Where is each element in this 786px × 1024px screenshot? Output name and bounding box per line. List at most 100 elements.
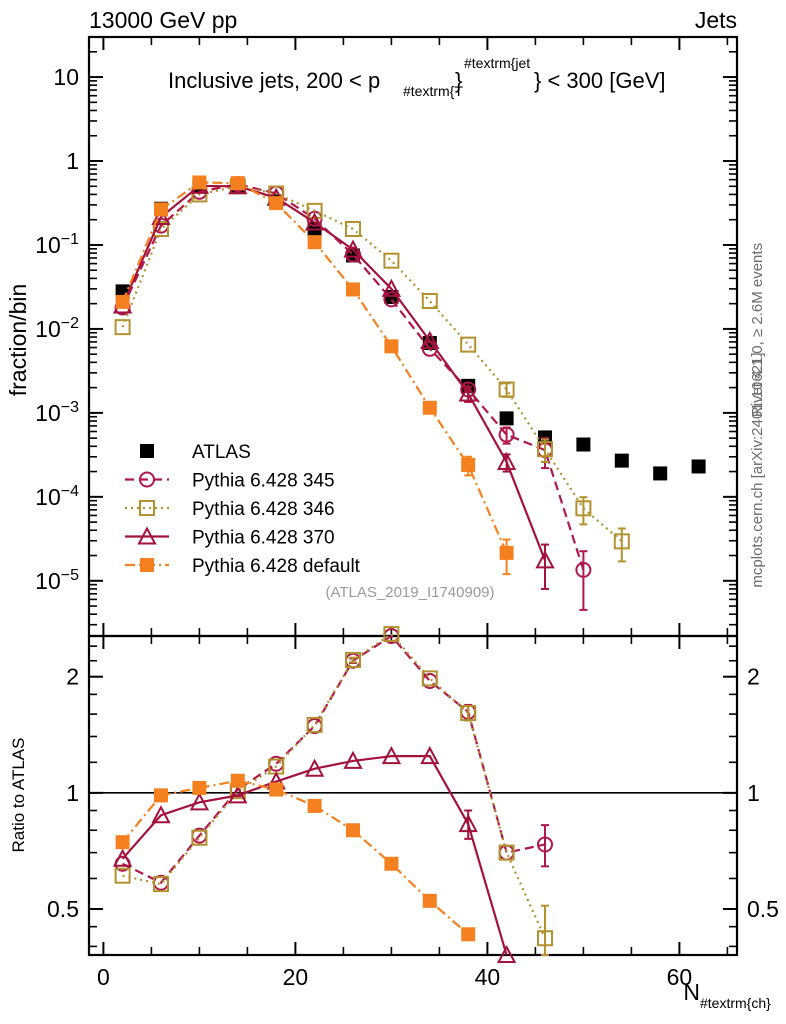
ratio-y-tick-label: 2 xyxy=(66,664,79,690)
y-tick-label: 10−5 xyxy=(35,567,79,594)
series-pythia-6-428-370 xyxy=(112,746,517,963)
legend-item-2: Pythia 6.428 346 xyxy=(125,499,335,520)
x-tick-label: 60 xyxy=(667,964,693,990)
ratio-y-tick-label: 0.5 xyxy=(47,896,79,922)
mcplots-source-label: mcplots.cern.ch [arXiv:2401.10621] xyxy=(749,352,766,587)
marker-square-filled xyxy=(192,175,207,190)
marker-square-filled xyxy=(614,453,629,468)
marker-circle-open xyxy=(498,426,515,443)
marker-square-filled xyxy=(346,823,360,838)
marker-square-filled xyxy=(154,788,168,803)
marker-square-open xyxy=(421,670,438,687)
plot-title-pre: Inclusive jets, 200 < p xyxy=(168,68,380,93)
marker-square-filled xyxy=(499,411,514,426)
marker-triangle-open xyxy=(228,785,248,804)
legend-label: Pythia 6.428 default xyxy=(192,556,361,577)
marker-square-open xyxy=(114,867,131,884)
series-atlas xyxy=(115,179,706,481)
legend-item-1: Pythia 6.428 345 xyxy=(125,471,335,492)
marker-triangle-open xyxy=(535,550,555,569)
y-tick-mantissa: 10 xyxy=(35,484,61,510)
legend-label: ATLAS xyxy=(192,442,251,463)
marker-triangle-open xyxy=(458,383,478,402)
ratio-y-tick-label: 1 xyxy=(66,780,79,806)
y-tick-exponent: −5 xyxy=(61,567,79,584)
marker-triangle-open xyxy=(496,451,517,470)
plot-title-sub-T: #textrm{T xyxy=(403,83,463,99)
marker-square-filled xyxy=(230,176,245,191)
header-analysis-label: Jets xyxy=(695,7,737,33)
y-tick-label: 1 xyxy=(66,148,79,174)
marker-triangle-open xyxy=(343,239,363,258)
plot-title: Inclusive jets, 200 < p #textrm{T } #tex… xyxy=(168,55,665,99)
marker-square-filled xyxy=(422,893,437,908)
main-plot-frame xyxy=(87,35,739,638)
series-pythia-6-428-345 xyxy=(114,628,553,891)
marker-square-filled xyxy=(140,558,154,572)
marker-square-filled xyxy=(140,444,154,458)
y-tick-label: 10−1 xyxy=(35,231,79,258)
marker-square-open xyxy=(114,319,131,336)
plot-title-sup-jet: #textrm{jet xyxy=(464,55,530,71)
marker-square-filled xyxy=(269,782,284,797)
marker-square-open xyxy=(306,202,323,219)
y-tick-exponent: −4 xyxy=(61,483,79,500)
y-tick-exponent: −2 xyxy=(61,315,79,332)
y-tick-label: 10 xyxy=(53,64,79,90)
legend-item-3: Pythia 6.428 370 xyxy=(125,526,335,549)
ratio-y-axis-label: Ratio to ATLAS xyxy=(9,738,28,853)
series-line xyxy=(122,632,547,939)
marker-square-filled xyxy=(154,202,168,217)
marker-square-open xyxy=(383,626,400,643)
legend-item-0: ATLAS xyxy=(140,442,251,463)
marker-triangle-open xyxy=(496,944,517,963)
x-tick-label: 20 xyxy=(283,964,309,990)
marker-circle-open xyxy=(537,836,553,853)
x-tick-label: 0 xyxy=(97,964,110,990)
marker-square-filled xyxy=(269,196,284,211)
marker-square-filled xyxy=(307,235,322,250)
marker-triangle-open xyxy=(420,330,440,349)
marker-square-filled xyxy=(307,798,322,813)
legend-label: Pythia 6.428 346 xyxy=(192,499,335,520)
marker-triangle-open xyxy=(381,746,402,765)
marker-square-open xyxy=(383,252,400,269)
series-pythia-6-428-default xyxy=(115,175,514,576)
marker-square-open xyxy=(139,500,155,516)
legend-label: Pythia 6.428 345 xyxy=(192,471,335,492)
marker-circle-open xyxy=(575,561,592,578)
marker-square-filled xyxy=(461,457,476,472)
marker-triangle-open xyxy=(420,746,440,765)
y-tick-mantissa: 10 xyxy=(35,316,61,342)
series-pythia-6-428-370 xyxy=(112,175,555,590)
marker-triangle-open xyxy=(137,526,157,545)
marker-square-filled xyxy=(115,835,130,850)
marker-square-filled xyxy=(384,856,399,871)
y-tick-mantissa: 10 xyxy=(35,400,61,426)
legend-item-4: Pythia 6.428 default xyxy=(125,556,361,577)
marker-square-filled xyxy=(576,437,591,452)
analysis-watermark: (ATLAS_2019_I1740909) xyxy=(325,584,494,601)
marker-triangle-open xyxy=(189,792,210,811)
x-tick-label: 40 xyxy=(475,964,501,990)
plot-title-brace: } xyxy=(455,68,462,93)
marker-square-filled xyxy=(653,466,668,481)
marker-square-open xyxy=(613,533,630,550)
marker-square-open xyxy=(498,844,515,861)
y-tick-exponent: −1 xyxy=(61,231,79,248)
ratio-y-tick-label-right: 2 xyxy=(747,664,760,690)
y-axis-label: fraction/bin xyxy=(5,284,31,397)
marker-square-open xyxy=(575,500,592,517)
marker-square-filled xyxy=(115,294,130,309)
marker-square-open xyxy=(537,930,553,947)
marker-triangle-open xyxy=(151,206,171,226)
marker-square-open xyxy=(498,381,515,398)
legend-label: Pythia 6.428 370 xyxy=(192,528,335,549)
marker-square-filled xyxy=(384,339,399,354)
y-tick-mantissa: 10 xyxy=(35,232,61,258)
marker-square-filled xyxy=(192,780,207,795)
y-tick-mantissa: 10 xyxy=(35,568,61,594)
